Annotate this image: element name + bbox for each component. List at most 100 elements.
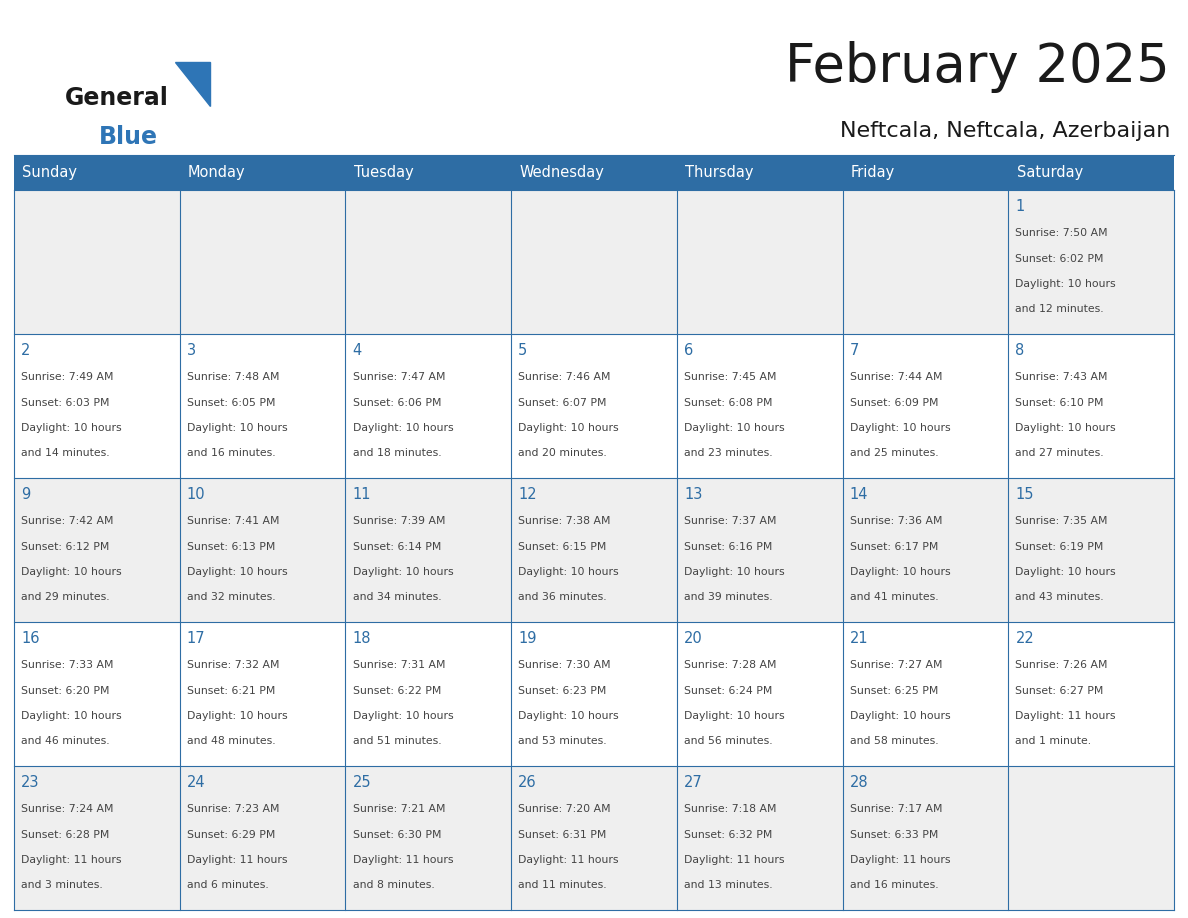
Text: Daylight: 11 hours: Daylight: 11 hours xyxy=(518,855,619,865)
Text: Daylight: 11 hours: Daylight: 11 hours xyxy=(21,855,121,865)
Bar xyxy=(14,622,179,766)
Bar xyxy=(842,766,1009,910)
Text: Daylight: 10 hours: Daylight: 10 hours xyxy=(518,567,619,577)
Bar xyxy=(842,478,1009,622)
Text: Sunrise: 7:33 AM: Sunrise: 7:33 AM xyxy=(21,660,114,670)
Text: 16: 16 xyxy=(21,632,39,646)
Text: Sunset: 6:16 PM: Sunset: 6:16 PM xyxy=(684,542,772,552)
Text: Sunrise: 7:46 AM: Sunrise: 7:46 AM xyxy=(518,373,611,383)
Text: Sunrise: 7:17 AM: Sunrise: 7:17 AM xyxy=(849,804,942,814)
Bar xyxy=(511,622,677,766)
Text: February 2025: February 2025 xyxy=(785,41,1170,94)
Text: 20: 20 xyxy=(684,632,703,646)
Text: 26: 26 xyxy=(518,775,537,790)
Text: and 27 minutes.: and 27 minutes. xyxy=(1016,448,1104,458)
Text: Daylight: 10 hours: Daylight: 10 hours xyxy=(187,711,287,722)
Text: Sunset: 6:20 PM: Sunset: 6:20 PM xyxy=(21,686,109,696)
Text: Daylight: 10 hours: Daylight: 10 hours xyxy=(21,423,121,433)
Text: Daylight: 11 hours: Daylight: 11 hours xyxy=(353,855,453,865)
Text: Sunrise: 7:37 AM: Sunrise: 7:37 AM xyxy=(684,517,777,527)
Bar xyxy=(346,334,511,478)
Text: Daylight: 11 hours: Daylight: 11 hours xyxy=(187,855,287,865)
Bar xyxy=(677,334,842,478)
Bar xyxy=(179,766,346,910)
Text: and 11 minutes.: and 11 minutes. xyxy=(518,880,607,890)
Text: Daylight: 10 hours: Daylight: 10 hours xyxy=(21,567,121,577)
Text: Sunrise: 7:31 AM: Sunrise: 7:31 AM xyxy=(353,660,446,670)
Text: and 16 minutes.: and 16 minutes. xyxy=(849,880,939,890)
Text: and 36 minutes.: and 36 minutes. xyxy=(518,592,607,602)
Bar xyxy=(14,190,179,334)
Text: Sunset: 6:03 PM: Sunset: 6:03 PM xyxy=(21,397,109,408)
Text: 28: 28 xyxy=(849,775,868,790)
Bar xyxy=(511,766,677,910)
Text: Sunset: 6:19 PM: Sunset: 6:19 PM xyxy=(1016,542,1104,552)
Text: Daylight: 10 hours: Daylight: 10 hours xyxy=(353,711,453,722)
Text: and 25 minutes.: and 25 minutes. xyxy=(849,448,939,458)
Text: Sunrise: 7:36 AM: Sunrise: 7:36 AM xyxy=(849,517,942,527)
Text: Sunrise: 7:28 AM: Sunrise: 7:28 AM xyxy=(684,660,777,670)
Text: Daylight: 10 hours: Daylight: 10 hours xyxy=(849,711,950,722)
Text: Sunrise: 7:44 AM: Sunrise: 7:44 AM xyxy=(849,373,942,383)
Text: and 58 minutes.: and 58 minutes. xyxy=(849,736,939,746)
Text: Sunset: 6:15 PM: Sunset: 6:15 PM xyxy=(518,542,607,552)
Bar xyxy=(346,622,511,766)
Text: General: General xyxy=(65,86,169,110)
Text: Sunset: 6:30 PM: Sunset: 6:30 PM xyxy=(353,830,441,840)
Text: Daylight: 10 hours: Daylight: 10 hours xyxy=(849,423,950,433)
Bar xyxy=(842,190,1009,334)
Bar xyxy=(14,766,179,910)
Text: Sunset: 6:10 PM: Sunset: 6:10 PM xyxy=(1016,397,1104,408)
Text: 6: 6 xyxy=(684,343,694,358)
Text: 27: 27 xyxy=(684,775,703,790)
Text: Sunday: Sunday xyxy=(23,165,77,180)
Text: and 3 minutes.: and 3 minutes. xyxy=(21,880,103,890)
Text: Daylight: 10 hours: Daylight: 10 hours xyxy=(353,567,453,577)
Text: Sunrise: 7:26 AM: Sunrise: 7:26 AM xyxy=(1016,660,1108,670)
Text: Sunrise: 7:20 AM: Sunrise: 7:20 AM xyxy=(518,804,611,814)
Text: and 14 minutes.: and 14 minutes. xyxy=(21,448,109,458)
Text: 23: 23 xyxy=(21,775,39,790)
Text: Sunrise: 7:18 AM: Sunrise: 7:18 AM xyxy=(684,804,777,814)
Text: Sunset: 6:29 PM: Sunset: 6:29 PM xyxy=(187,830,276,840)
Text: and 51 minutes.: and 51 minutes. xyxy=(353,736,441,746)
Bar xyxy=(511,190,677,334)
Bar xyxy=(511,334,677,478)
Text: Sunset: 6:06 PM: Sunset: 6:06 PM xyxy=(353,397,441,408)
Text: Sunrise: 7:24 AM: Sunrise: 7:24 AM xyxy=(21,804,114,814)
Text: Sunset: 6:12 PM: Sunset: 6:12 PM xyxy=(21,542,109,552)
Text: Daylight: 10 hours: Daylight: 10 hours xyxy=(187,423,287,433)
Bar xyxy=(179,334,346,478)
Text: Daylight: 10 hours: Daylight: 10 hours xyxy=(1016,279,1116,289)
Text: Sunset: 6:23 PM: Sunset: 6:23 PM xyxy=(518,686,607,696)
Text: Sunset: 6:24 PM: Sunset: 6:24 PM xyxy=(684,686,772,696)
Text: 1: 1 xyxy=(1016,199,1025,214)
Text: 19: 19 xyxy=(518,632,537,646)
Text: Saturday: Saturday xyxy=(1017,165,1082,180)
Text: Sunrise: 7:23 AM: Sunrise: 7:23 AM xyxy=(187,804,279,814)
Text: Thursday: Thursday xyxy=(685,165,753,180)
Text: Sunset: 6:08 PM: Sunset: 6:08 PM xyxy=(684,397,772,408)
Text: Sunset: 6:05 PM: Sunset: 6:05 PM xyxy=(187,397,276,408)
Bar xyxy=(677,190,842,334)
Text: 8: 8 xyxy=(1016,343,1025,358)
Text: Sunrise: 7:27 AM: Sunrise: 7:27 AM xyxy=(849,660,942,670)
Text: 15: 15 xyxy=(1016,487,1034,502)
Text: 2: 2 xyxy=(21,343,31,358)
Text: and 39 minutes.: and 39 minutes. xyxy=(684,592,772,602)
Text: 14: 14 xyxy=(849,487,868,502)
Text: and 48 minutes.: and 48 minutes. xyxy=(187,736,276,746)
Bar xyxy=(677,478,842,622)
Text: 4: 4 xyxy=(353,343,362,358)
Text: and 20 minutes.: and 20 minutes. xyxy=(518,448,607,458)
Text: Monday: Monday xyxy=(188,165,246,180)
Text: 5: 5 xyxy=(518,343,527,358)
Text: Daylight: 10 hours: Daylight: 10 hours xyxy=(1016,423,1116,433)
Text: and 56 minutes.: and 56 minutes. xyxy=(684,736,772,746)
Text: 18: 18 xyxy=(353,632,371,646)
Text: Tuesday: Tuesday xyxy=(354,165,413,180)
Text: 21: 21 xyxy=(849,632,868,646)
Text: Sunrise: 7:38 AM: Sunrise: 7:38 AM xyxy=(518,517,611,527)
Bar xyxy=(346,478,511,622)
Bar xyxy=(14,478,179,622)
